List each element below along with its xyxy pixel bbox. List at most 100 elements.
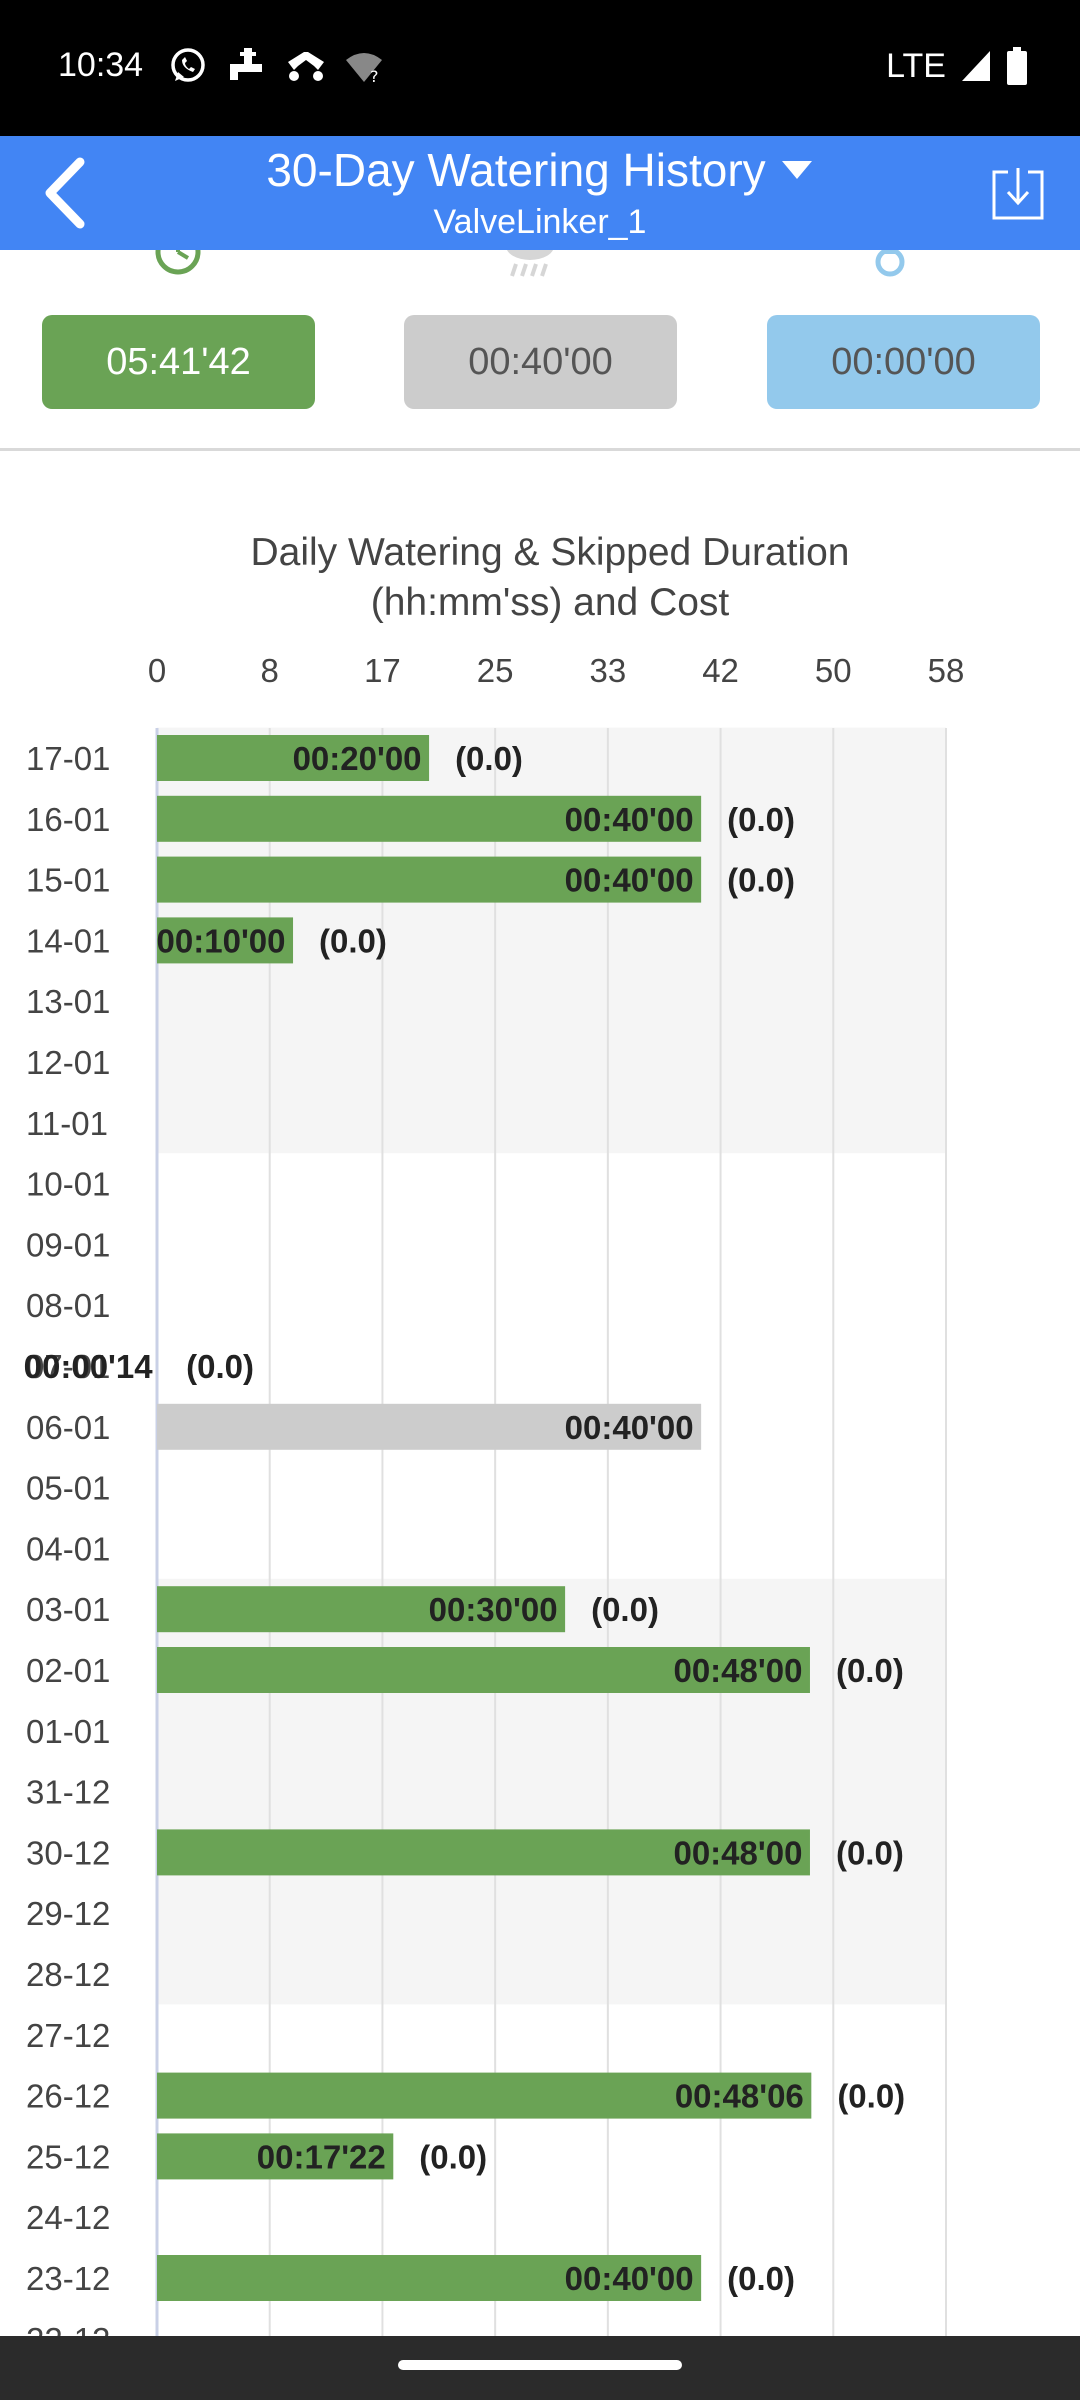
navigation-bar	[0, 2336, 1080, 2400]
date-label: 31-12	[26, 1774, 110, 1811]
back-button[interactable]	[24, 150, 108, 236]
date-label: 28-12	[26, 1956, 110, 1993]
duration-label: 00:40'00	[565, 862, 694, 899]
status-time: 10:34	[58, 46, 144, 84]
date-label: 06-01	[26, 1409, 110, 1446]
download-icon[interactable]	[990, 166, 1046, 222]
bar-watered	[157, 856, 702, 903]
date-label: 14-01	[26, 922, 110, 959]
watering-chart: 0 8 17 25 33 42 50 58 17-01 00:20'00 (0.0) 16-01 00:…	[24, 652, 965, 2336]
x-tick-label: 42	[702, 652, 739, 689]
date-label: 03-01	[26, 1591, 110, 1628]
date-label: 08-01	[26, 1287, 110, 1324]
chart-subtitle: (hh:mm'ss) and Cost	[370, 581, 730, 624]
bar-watered	[157, 795, 702, 842]
bar-watered	[157, 735, 430, 781]
bar-watered	[157, 917, 294, 964]
signal-icon	[962, 51, 990, 81]
x-tick-label: 0	[148, 652, 166, 689]
cost-label: (0.0)	[727, 862, 795, 899]
bar-watered	[157, 2255, 702, 2301]
week-shading-1	[157, 1578, 946, 2005]
date-label: 01-01	[26, 1713, 110, 1750]
device-name: ValveLinker_1	[433, 203, 647, 241]
date-label: 07-01	[26, 1348, 110, 1385]
battery-icon	[1007, 47, 1027, 85]
bar-watered	[157, 1647, 810, 1693]
date-label: 29-12	[26, 1895, 110, 1932]
date-label: 02-01	[26, 1652, 110, 1689]
duration-label: 00:00'14	[24, 1348, 154, 1385]
date-label: 26-12	[26, 2078, 110, 2115]
bar-watered	[157, 2133, 394, 2180]
x-tick-label: 25	[477, 652, 514, 689]
hose-icon	[288, 52, 324, 81]
date-label: 22-12	[26, 2321, 110, 2336]
x-tick-label: 33	[589, 652, 626, 689]
wifi-unknown-icon: ?	[346, 53, 382, 86]
duration-label: 00:10'00	[157, 922, 286, 959]
chart-title: Daily Watering & Skipped Duration	[250, 531, 850, 574]
x-tick-label: 50	[815, 652, 852, 689]
date-label: 10-01	[26, 1166, 110, 1203]
x-tick-label: 8	[261, 652, 279, 689]
watered-clock-icon	[155, 250, 201, 275]
chart-title-block: Daily Watering & Skipped Duration (hh:mm…	[100, 528, 1000, 628]
rain-cloud-icon	[507, 250, 553, 277]
water-drop-icon	[875, 250, 905, 277]
title-area: 30-Day Watering History ValveLinker_1	[160, 140, 920, 244]
skipped-total-button[interactable]: 00:40'00	[404, 315, 677, 409]
duration-label: 00:20'00	[293, 740, 422, 777]
bar-watered	[157, 2072, 812, 2119]
title-dropdown[interactable]: 30-Day Watering History	[266, 140, 813, 200]
duration-label: 00:30'00	[429, 1591, 558, 1628]
divider	[0, 448, 1080, 451]
home-indicator[interactable]	[398, 2360, 682, 2370]
cost-label: (0.0)	[727, 801, 795, 838]
date-label: 24-12	[26, 2199, 110, 2236]
date-label: 09-01	[26, 1226, 110, 1263]
cost-label: (0.0)	[186, 1348, 254, 1385]
cost-label: (0.0)	[836, 1652, 904, 1689]
x-tick-label: 17	[364, 652, 401, 689]
date-label: 17-01	[26, 740, 110, 777]
caret-down-icon	[781, 161, 812, 179]
date-label: 13-01	[26, 983, 110, 1020]
duration-label: 00:40'00	[565, 2260, 694, 2297]
status-right: LTE	[886, 44, 1028, 88]
date-label: 05-01	[26, 1470, 110, 1507]
date-label: 04-01	[26, 1530, 110, 1567]
bar-watered	[157, 1586, 566, 1633]
svg-text:?: ?	[370, 67, 379, 86]
cost-label: (0.0)	[837, 2078, 905, 2115]
saved-total-button[interactable]: 00:00'00	[767, 315, 1040, 409]
date-label: 15-01	[26, 862, 110, 899]
app-bar: 30-Day Watering History ValveLinker_1	[0, 136, 1080, 250]
duration-label: 00:48'06	[675, 2078, 804, 2115]
duration-label: 00:17'22	[257, 2138, 386, 2175]
date-label: 11-01	[26, 1105, 108, 1142]
cost-label: (0.0)	[591, 1591, 659, 1628]
cost-label: (0.0)	[455, 740, 523, 777]
bar-watered	[157, 1829, 810, 1876]
cost-label: (0.0)	[836, 1834, 904, 1871]
cost-label: (0.0)	[319, 922, 387, 959]
date-label: 16-01	[26, 801, 110, 838]
date-label: 30-12	[26, 1834, 110, 1871]
date-label: 25-12	[26, 2138, 110, 2175]
x-tick-label: 58	[928, 652, 965, 689]
watered-total-button[interactable]: 05:41'42	[42, 315, 315, 409]
date-label: 23-12	[26, 2260, 110, 2297]
duration-label: 00:40'00	[565, 1409, 694, 1446]
cost-label: (0.0)	[727, 2260, 795, 2297]
status-bar: 10:34 ? LTE	[0, 0, 1080, 136]
duration-label: 00:48'00	[673, 1834, 802, 1871]
network-label: LTE	[886, 46, 946, 85]
back-arrow-icon	[45, 157, 85, 229]
duration-label: 00:48'00	[673, 1652, 802, 1689]
bar-skipped	[157, 1403, 702, 1450]
summary-icons	[0, 250, 1080, 280]
date-label: 27-12	[26, 2017, 110, 2054]
date-label: 12-01	[26, 1044, 110, 1081]
page-title: 30-Day Watering History	[266, 144, 766, 196]
